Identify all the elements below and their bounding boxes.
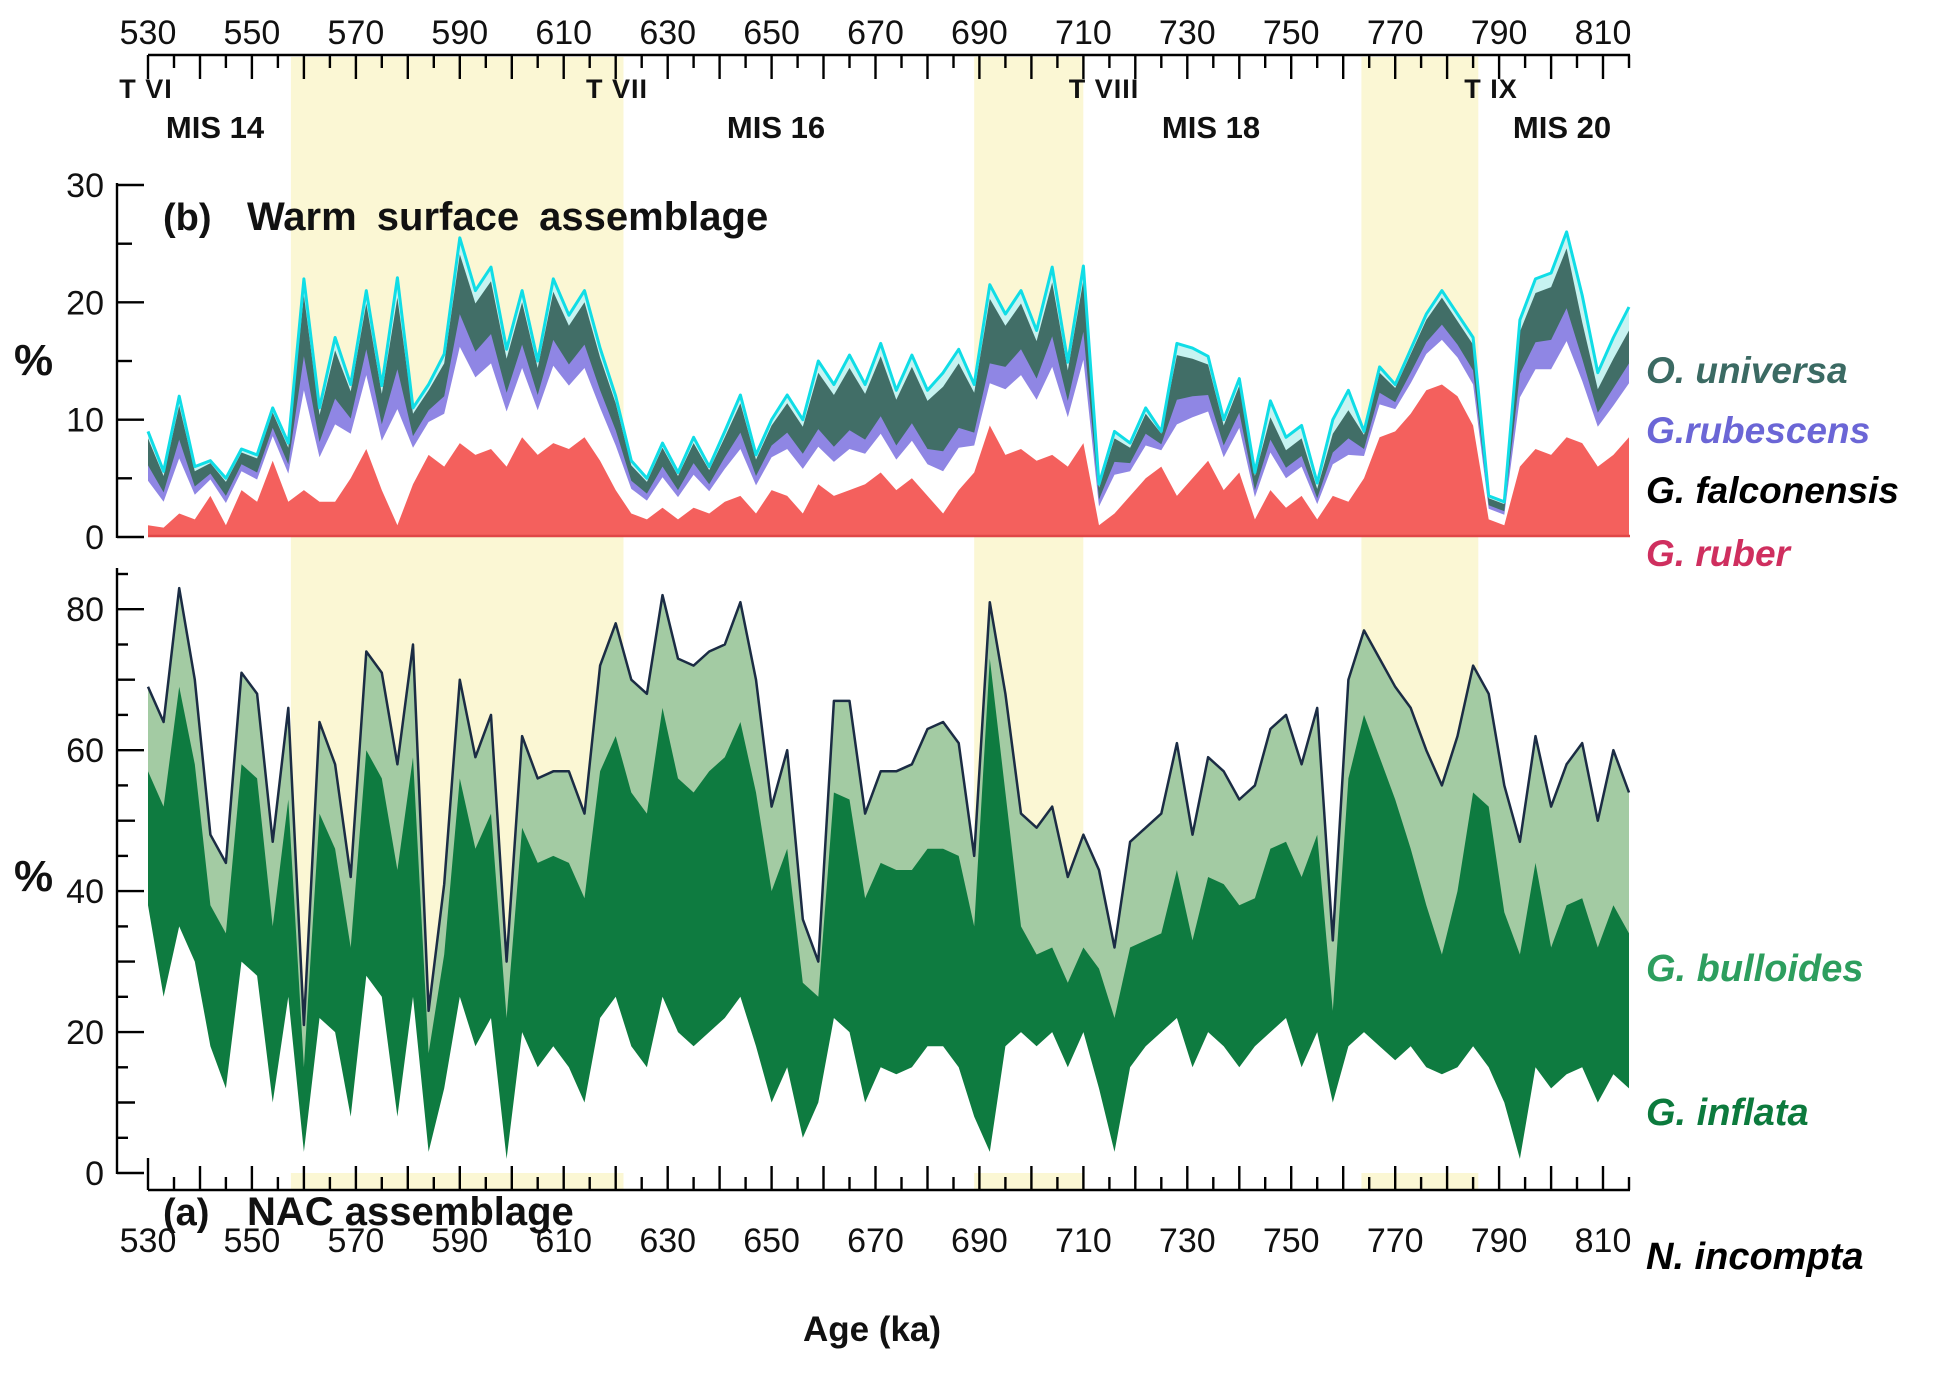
panel-a-percent-tick-label: 80 [66,591,104,629]
age-tick-label-top: 630 [639,14,696,52]
age-tick-label-top: 610 [535,14,592,52]
age-tick-label-top: 750 [1263,14,1320,52]
panel-b-title: Warm surface assemblage [247,195,769,239]
mis-label-16: MIS 16 [726,110,826,145]
mis-label-14: MIS 14 [165,110,265,145]
total-outline-panel-b [146,230,1631,504]
termination-label-t9: T IX [1464,74,1518,104]
legend-item-g-rubescens: G.rubescens [1646,410,1871,451]
age-tick-label-bottom: 590 [431,1222,488,1260]
age-tick-label-top: 590 [431,14,488,52]
age-tick-label-top: 550 [224,14,281,52]
panel-a-label: (a) [163,1192,210,1234]
age-tick-label-top: 650 [743,14,800,52]
age-tick-label-bottom: 750 [1263,1222,1320,1260]
age-tick-label-bottom: 690 [951,1222,1008,1260]
age-tick-label-bottom: 730 [1159,1222,1216,1260]
age-tick-label-bottom: 770 [1367,1222,1424,1260]
age-tick-label-bottom: 670 [847,1222,904,1260]
termination-label-t6: T VI [119,74,173,104]
tick-labels: 530 530 550 550 570 570 590 590 610 610 630 630 650 6… [66,14,1631,1260]
legend-item-g-bulloides: G. bulloides [1646,948,1864,990]
panel-a-y-axis-label: % [14,852,54,901]
age-tick-label-bottom: 610 [535,1222,592,1260]
panel-b-y-axis-label: % [14,336,54,385]
age-tick-label-bottom: 530 [120,1222,177,1260]
age-tick-label-top: 570 [328,14,385,52]
age-tick-label-bottom: 650 [743,1222,800,1260]
panel-b-percent-tick-label: 30 [66,167,104,205]
area-n-incompta [148,905,1629,1173]
panel-a-areas [146,586,1631,1173]
age-tick-label-bottom: 550 [224,1222,281,1260]
panel-b-percent-tick-label: 0 [85,519,104,557]
panel-a-percent-tick-label: 0 [85,1155,104,1193]
age-tick-label-top: 770 [1367,14,1424,52]
legend-item-g-inflata: G. inflata [1646,1092,1809,1134]
panel-a-percent-tick-label: 40 [66,873,104,911]
panel-a-percent-tick-label: 60 [66,732,104,770]
termination-label-t8: T VIII [1068,74,1140,104]
age-tick-label-bottom: 790 [1471,1222,1528,1260]
age-tick-label-top: 790 [1471,14,1528,52]
age-tick-label-bottom: 570 [328,1222,385,1260]
total-outline-panel-a [146,586,1631,1027]
age-tick-label-top: 810 [1575,14,1632,52]
age-tick-label-top: 690 [951,14,1008,52]
panel-b-percent-tick-label: 20 [66,284,104,322]
panel-a-title: NAC assemblage [247,1190,574,1234]
panel-b-label: (b) [163,197,212,239]
age-tick-label-top: 530 [120,14,177,52]
age-tick-label-top: 730 [1159,14,1216,52]
age-tick-label-bottom: 710 [1055,1222,1112,1260]
legend-item-g-falconensis: G. falconensis [1646,470,1899,511]
mis-label-20: MIS 20 [1512,110,1612,145]
panel-a-percent-tick-label: 20 [66,1014,104,1052]
age-tick-label-top: 710 [1055,14,1112,52]
panel-b-percent-tick-label: 10 [66,402,104,440]
age-tick-label-bottom: 810 [1575,1222,1632,1260]
mis-label-18: MIS 18 [1161,110,1261,145]
legend-item-o-universa: O. universa [1646,350,1848,391]
age-tick-label-top: 670 [847,14,904,52]
area-g-ruber [148,384,1629,537]
legend-item-n-incompta: N. incompta [1646,1236,1864,1278]
age-tick-label-bottom: 630 [639,1222,696,1260]
termination-label-t7: T VII [585,74,649,104]
x-axis-label: Age (ka) [802,1310,942,1349]
legend-item-g-ruber: G. ruber [1646,533,1790,574]
axes [115,53,1631,1192]
panel-b-areas [146,230,1631,538]
